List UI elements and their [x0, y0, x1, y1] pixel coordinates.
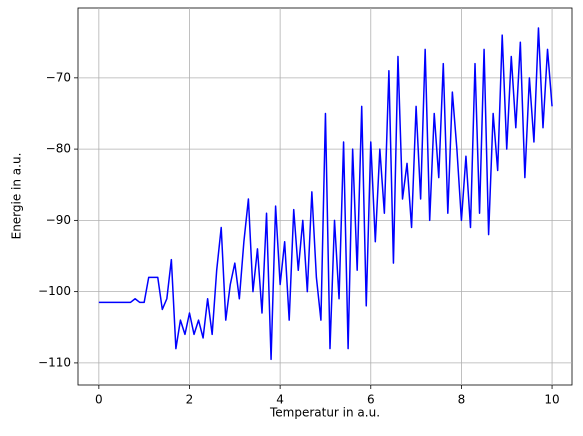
x-tick-label: 8 — [458, 393, 466, 407]
y-tick-label: −70 — [46, 70, 71, 84]
x-tick-label: 4 — [276, 393, 284, 407]
x-axis-label: Temperatur in a.u. — [269, 406, 380, 420]
y-tick-label: −80 — [46, 142, 71, 156]
x-tick-label: 10 — [544, 393, 559, 407]
y-tick-label: −90 — [46, 213, 71, 227]
data-line — [98, 27, 553, 361]
x-tick-label: 6 — [367, 393, 375, 407]
y-tick-label: −110 — [38, 355, 71, 369]
x-tick-label: 2 — [186, 393, 194, 407]
y-tick-label: −100 — [38, 284, 71, 298]
x-tick-label: 0 — [95, 393, 103, 407]
plot-frame — [77, 7, 573, 386]
y-axis-label: Energie in a.u. — [10, 153, 24, 240]
